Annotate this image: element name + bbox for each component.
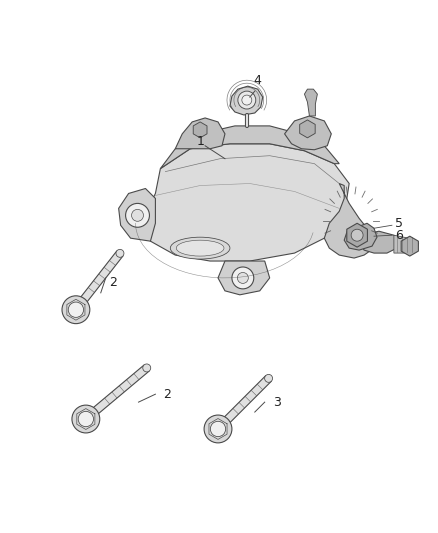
Ellipse shape xyxy=(170,237,230,259)
Polygon shape xyxy=(285,116,331,150)
Polygon shape xyxy=(215,376,272,432)
Circle shape xyxy=(78,411,93,427)
Polygon shape xyxy=(394,235,419,253)
Circle shape xyxy=(131,209,144,221)
Polygon shape xyxy=(218,261,270,295)
Ellipse shape xyxy=(176,240,224,256)
Text: 3: 3 xyxy=(273,395,280,409)
Polygon shape xyxy=(141,144,349,261)
Circle shape xyxy=(242,95,252,105)
Circle shape xyxy=(62,296,90,324)
Circle shape xyxy=(237,272,248,284)
Circle shape xyxy=(204,415,232,443)
Polygon shape xyxy=(347,223,367,247)
Circle shape xyxy=(351,229,363,241)
Text: 1: 1 xyxy=(196,135,204,148)
Polygon shape xyxy=(73,251,123,312)
Polygon shape xyxy=(300,120,315,138)
Circle shape xyxy=(116,249,124,257)
Polygon shape xyxy=(193,122,207,138)
Text: 2: 2 xyxy=(109,277,117,289)
Polygon shape xyxy=(83,365,149,422)
Polygon shape xyxy=(160,126,339,168)
Polygon shape xyxy=(230,86,263,115)
Circle shape xyxy=(143,364,151,372)
Circle shape xyxy=(232,267,254,289)
Polygon shape xyxy=(361,231,399,253)
Text: 4: 4 xyxy=(254,74,261,87)
Text: 6: 6 xyxy=(395,229,403,241)
Circle shape xyxy=(72,405,100,433)
Circle shape xyxy=(265,374,272,382)
Polygon shape xyxy=(175,118,225,149)
Polygon shape xyxy=(324,183,374,258)
Polygon shape xyxy=(119,189,155,241)
Text: 5: 5 xyxy=(395,217,403,230)
Polygon shape xyxy=(401,236,418,256)
Polygon shape xyxy=(344,223,377,250)
Circle shape xyxy=(238,91,256,109)
Circle shape xyxy=(68,302,84,317)
Polygon shape xyxy=(304,89,318,116)
Circle shape xyxy=(126,204,149,227)
Circle shape xyxy=(210,421,226,437)
Text: 2: 2 xyxy=(163,387,171,401)
